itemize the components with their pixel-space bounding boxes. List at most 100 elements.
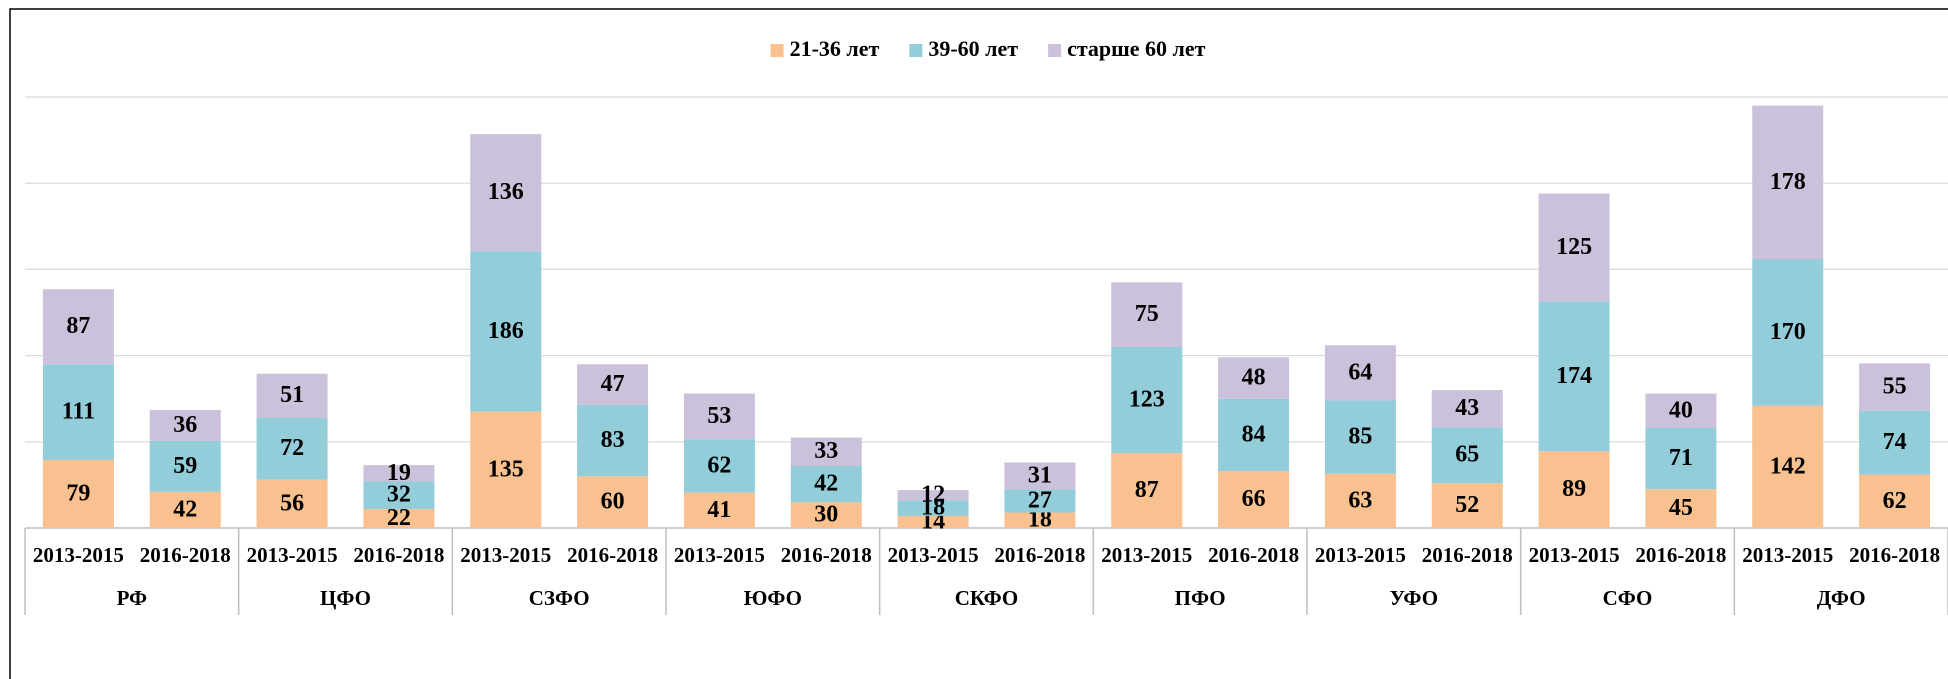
group-label: ЦФО (320, 586, 371, 610)
bar-segment (1218, 398, 1290, 472)
x-tick-label: 2016-2018 (781, 543, 872, 567)
bar-segment (897, 515, 969, 528)
data-label: 43 (1455, 395, 1479, 421)
data-label: 75 (1135, 301, 1159, 327)
x-tick-label: 2016-2018 (1422, 543, 1513, 567)
x-tick-label: 2016-2018 (567, 543, 658, 567)
legend-label: старше 60 лет (1067, 36, 1206, 61)
bar-segment (470, 134, 542, 252)
bar-segment (683, 439, 755, 493)
legend-swatch (909, 44, 923, 57)
bar-segment (470, 411, 542, 528)
bar-segment (1431, 427, 1503, 484)
data-label: 42 (173, 496, 197, 522)
bar-segment (1431, 483, 1503, 528)
bar-segment (1324, 345, 1396, 401)
x-tick-label: 2016-2018 (140, 543, 231, 567)
data-label: 59 (173, 453, 197, 479)
data-label: 41 (707, 497, 731, 523)
bar-segment (256, 373, 328, 418)
bar-segment (1111, 282, 1183, 347)
bar-segment (577, 476, 649, 528)
group-label: РФ (117, 586, 148, 610)
data-label: 85 (1348, 424, 1372, 450)
group-label: СФО (1603, 586, 1653, 610)
data-label: 186 (488, 318, 524, 344)
bar-segment (42, 459, 114, 528)
data-label: 174 (1556, 363, 1592, 389)
x-tick-label: 2013-2015 (33, 543, 124, 567)
x-tick-label: 2016-2018 (1849, 543, 1940, 567)
x-tick-label: 2013-2015 (1101, 543, 1192, 567)
group-label: ПФО (1175, 586, 1226, 610)
group-label: СКФО (955, 586, 1018, 610)
group-label: УФО (1390, 586, 1438, 610)
bar-segment (1859, 363, 1931, 411)
data-label: 64 (1348, 359, 1372, 385)
x-tick-label: 2013-2015 (460, 543, 551, 567)
bar-segment (363, 481, 435, 510)
data-label: 31 (1028, 462, 1052, 488)
bar-segment (790, 437, 862, 466)
legend-swatch (770, 44, 784, 57)
data-label: 56 (280, 490, 304, 516)
data-label: 36 (173, 412, 197, 438)
data-label: 19 (387, 460, 411, 486)
bar-segment (1004, 462, 1076, 490)
data-label: 79 (66, 480, 90, 506)
group-label: ДФО (1817, 586, 1866, 610)
data-label: 45 (1669, 495, 1693, 521)
bar-segment (149, 491, 221, 528)
data-label: 40 (1669, 397, 1693, 423)
x-tick-label: 2013-2015 (1529, 543, 1620, 567)
data-label: 66 (1242, 486, 1266, 512)
data-label: 33 (814, 438, 838, 464)
bar-segment (1431, 390, 1503, 428)
data-label: 30 (814, 502, 838, 528)
data-label: 170 (1770, 319, 1806, 345)
bar-segment (577, 364, 649, 405)
x-tick-label: 2013-2015 (1742, 543, 1833, 567)
data-label: 178 (1770, 169, 1806, 195)
data-label: 87 (66, 313, 90, 339)
data-label: 62 (707, 452, 731, 478)
data-label: 72 (280, 435, 304, 461)
data-label: 142 (1770, 453, 1806, 479)
bar-segment (1645, 489, 1717, 528)
bar-segment (363, 465, 435, 482)
legend-label: 39-60 лет (928, 36, 1018, 61)
bar-segment (42, 364, 114, 460)
bar-segment (1218, 357, 1290, 399)
data-label: 48 (1242, 365, 1266, 391)
bar-segment (149, 409, 221, 441)
group-label: СЗФО (529, 586, 590, 610)
data-label: 125 (1556, 234, 1592, 260)
bar-segment (1645, 428, 1717, 490)
chart-border (9, 8, 1948, 679)
data-label: 89 (1562, 476, 1586, 502)
data-label: 111 (62, 399, 95, 425)
x-tick-label: 2016-2018 (994, 543, 1085, 567)
bar-segment (1538, 451, 1610, 528)
bar-segment (1859, 410, 1931, 475)
bar-segment (683, 492, 755, 528)
bar-segment (1111, 346, 1183, 454)
bar-segment (470, 251, 542, 412)
bar-segment (1004, 489, 1076, 513)
legend-label: 21-36 лет (790, 36, 880, 61)
group-label: ЮФО (744, 586, 802, 610)
x-tick-label: 2016-2018 (353, 543, 444, 567)
data-label: 32 (387, 482, 411, 508)
bar-segment (149, 440, 221, 492)
data-label: 136 (488, 179, 524, 205)
data-label: 135 (488, 456, 524, 482)
bar-segment (577, 404, 649, 477)
data-label: 22 (387, 505, 411, 531)
bar-segment (897, 500, 969, 516)
data-label: 63 (1348, 487, 1372, 513)
data-label: 65 (1455, 442, 1479, 468)
bar-segment (897, 490, 969, 501)
data-label: 12 (921, 482, 945, 508)
data-label: 74 (1883, 429, 1907, 455)
